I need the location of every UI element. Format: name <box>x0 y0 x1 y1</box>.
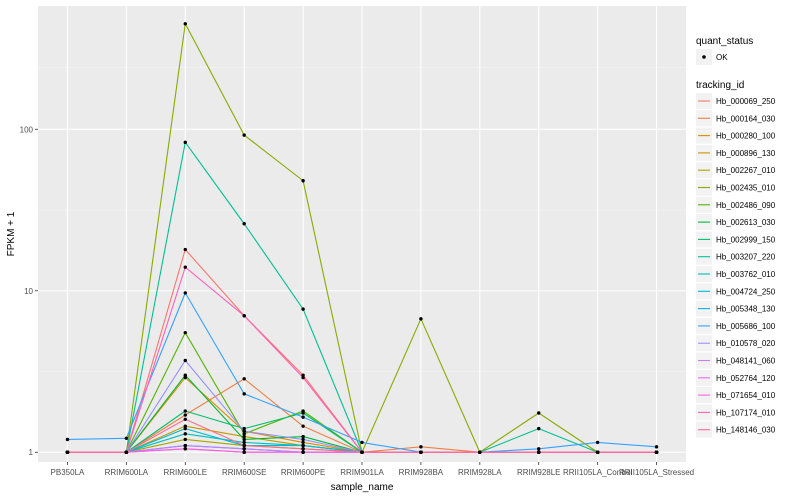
data-point <box>301 451 304 454</box>
data-point <box>242 429 245 432</box>
data-point <box>301 424 304 427</box>
data-point <box>184 291 187 294</box>
data-point <box>537 411 540 414</box>
data-point <box>537 451 540 454</box>
legend-label: Hb_048141_060 <box>716 357 776 366</box>
data-point <box>184 432 187 435</box>
legend-label: Hb_005686_100 <box>716 322 776 331</box>
tracking-id-legend-title: tracking_id <box>696 80 744 91</box>
data-point <box>537 447 540 450</box>
legend-label: Hb_000280_100 <box>716 132 776 141</box>
data-point <box>655 451 658 454</box>
data-point <box>125 437 128 440</box>
y-axis-title: FPKM + 1 <box>6 211 17 256</box>
legend-label: Hb_052764_120 <box>716 374 776 383</box>
data-point <box>301 438 304 441</box>
data-point <box>301 441 304 444</box>
y-axis: 1 10 100 <box>20 125 38 457</box>
data-point <box>301 415 304 418</box>
data-point <box>478 451 481 454</box>
x-tick-label: RRIM600PE <box>281 468 325 477</box>
data-point <box>301 179 304 182</box>
x-tick-label: PB350LA <box>51 468 85 477</box>
x-axis-title: sample_name <box>331 482 394 493</box>
legend-label: Hb_002435_010 <box>716 184 776 193</box>
data-point <box>184 409 187 412</box>
x-tick-label: RRIM928LA <box>458 468 502 477</box>
data-point <box>184 444 187 447</box>
legend-label: Hb_000896_130 <box>716 149 776 158</box>
x-tick-label: RRIM928LE <box>517 468 561 477</box>
data-point <box>184 447 187 450</box>
x-tick-label: RRIM600SE <box>222 468 266 477</box>
data-point <box>184 141 187 144</box>
data-point <box>242 377 245 380</box>
data-point <box>596 441 599 444</box>
data-point <box>66 438 69 441</box>
data-point <box>360 441 363 444</box>
data-point <box>184 438 187 441</box>
legend-label: Hb_003207_220 <box>716 253 776 262</box>
data-point <box>360 451 363 454</box>
data-point <box>184 265 187 268</box>
legend-label: Hb_002999_150 <box>716 235 776 244</box>
x-tick-label: RRIM901LA <box>340 468 384 477</box>
data-point <box>242 133 245 136</box>
data-point <box>242 222 245 225</box>
data-point <box>242 447 245 450</box>
legend-label: Hb_002267_010 <box>716 166 776 175</box>
data-point <box>184 248 187 251</box>
data-point <box>184 418 187 421</box>
legend-label: Hb_004724_250 <box>716 287 776 296</box>
x-tick-label: RRIM928BA <box>399 468 444 477</box>
legend-label: Hb_002613_030 <box>716 218 776 227</box>
data-point <box>242 444 245 447</box>
data-point <box>419 317 422 320</box>
data-point <box>184 22 187 25</box>
data-point <box>242 314 245 317</box>
x-tick-label: RRIM600LA <box>105 468 149 477</box>
legend-label: Hb_003762_010 <box>716 270 776 279</box>
x-tick-label: RRII105LA_Stressed <box>619 468 694 477</box>
legend-label: Hb_000069_250 <box>716 97 776 106</box>
data-point <box>419 451 422 454</box>
data-point <box>655 445 658 448</box>
y-tick-label: 1 <box>29 448 34 457</box>
x-tick-label: RRIM600LE <box>163 468 207 477</box>
data-point <box>419 445 422 448</box>
legend-point-symbol <box>702 55 706 59</box>
y-tick-label: 100 <box>20 125 34 134</box>
legend-label: Hb_005348_130 <box>716 305 776 314</box>
data-point <box>242 392 245 395</box>
data-point <box>242 451 245 454</box>
y-tick-label: 10 <box>24 287 33 296</box>
data-point <box>184 427 187 430</box>
data-point <box>125 451 128 454</box>
data-point <box>184 331 187 334</box>
data-point <box>596 451 599 454</box>
data-point <box>301 444 304 447</box>
quant-status-legend-title: quant_status <box>696 36 753 47</box>
legend-label: Hb_000164_030 <box>716 114 776 123</box>
x-axis: PB350LA RRIM600LA RRIM600LE RRIM600SE RRIM60… <box>51 462 695 477</box>
legend-label: Hb_010578_020 <box>716 339 776 348</box>
legend-label: Hb_148146_030 <box>716 426 776 435</box>
legend-label: Hb_107174_010 <box>716 408 776 417</box>
data-point <box>301 447 304 450</box>
data-point <box>184 373 187 376</box>
legend: quant_status OK tracking_id Hb_000069_25… <box>696 36 776 438</box>
data-point <box>537 427 540 430</box>
data-point <box>242 441 245 444</box>
legend-label: OK <box>716 53 728 62</box>
data-point <box>184 413 187 416</box>
legend-label: Hb_071654_010 <box>716 391 776 400</box>
data-point <box>301 376 304 379</box>
data-point <box>242 438 245 441</box>
legend-label: Hb_002486_090 <box>716 201 776 210</box>
data-point <box>301 307 304 310</box>
data-point <box>301 411 304 414</box>
data-point <box>184 359 187 362</box>
data-point <box>66 451 69 454</box>
